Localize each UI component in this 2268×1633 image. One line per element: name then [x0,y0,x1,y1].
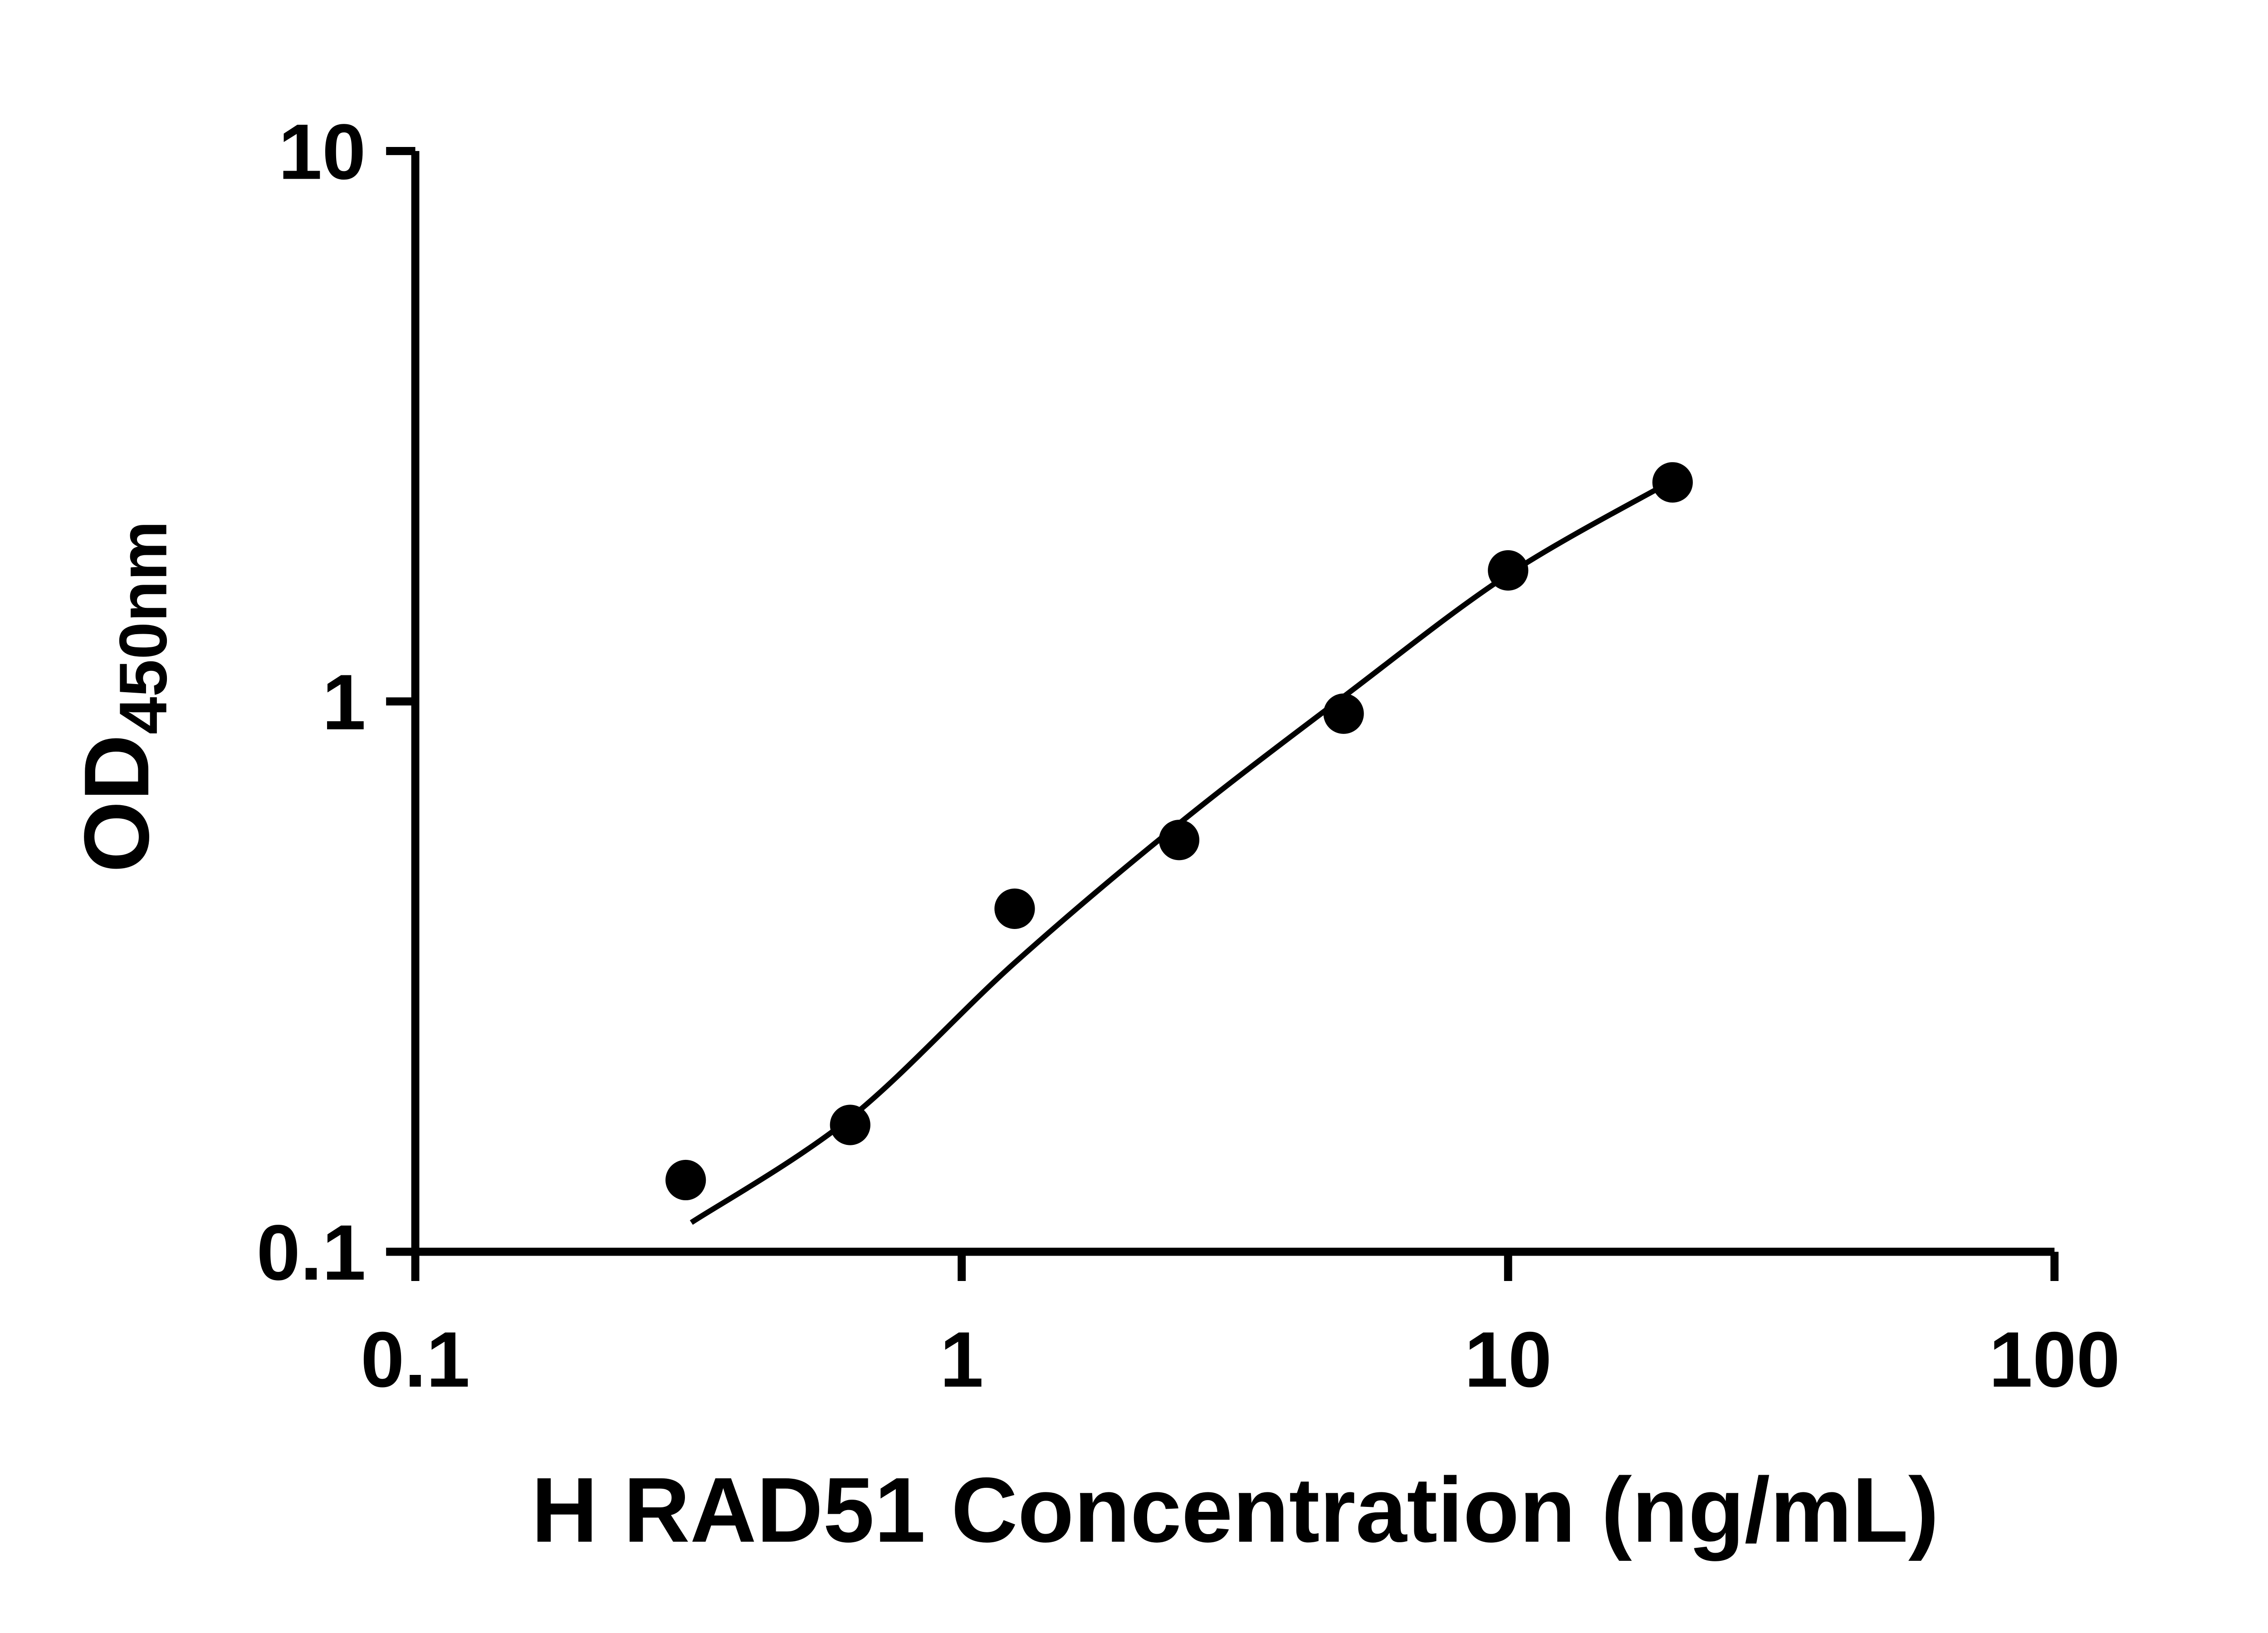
y-tick-label: 1 [322,658,366,746]
x-tick-label: 100 [1989,1315,2120,1403]
data-point [665,1159,706,1201]
points-group [665,462,1693,1201]
ticks-group: 0.1 1 10 100 0.1 1 10 [257,108,2120,1403]
data-point [994,888,1035,929]
data-point [830,1105,870,1145]
y-axis-title-main: OD [65,734,168,873]
y-tick-label: 0.1 [257,1208,366,1296]
axes-group [411,151,2055,1256]
x-tick-label: 1 [940,1315,983,1403]
data-point [1323,693,1364,734]
x-tick-label: 10 [1464,1315,1552,1403]
y-axis-title: OD450nm [65,521,181,873]
data-point [1488,550,1529,591]
data-point [1158,820,1200,861]
x-axis-title: H RAD51 Concentration (ng/mL) [531,1459,1939,1562]
y-tick-label: 10 [279,108,366,196]
axis-lines [411,151,2055,1256]
x-tick-label: 0.1 [361,1315,470,1403]
y-axis-title-sub: 450nm [106,521,181,734]
data-point [1652,462,1693,503]
